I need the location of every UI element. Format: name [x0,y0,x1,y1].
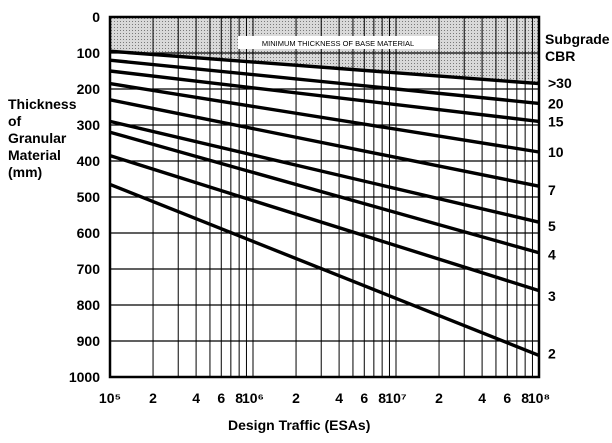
y-tick-label: 800 [77,297,101,313]
series-line [109,130,540,255]
y-axis-title-line: (mm) [8,164,43,180]
series-label: 7 [548,182,556,198]
legend-title: Subgrade CBR [545,31,610,65]
series-label: 10 [548,144,564,160]
y-tick-label: 400 [77,153,101,169]
legend-title-line: CBR [545,48,576,64]
x-tick-label: 4 [335,390,343,406]
y-tick-label: 1000 [69,369,100,385]
x-tick-label: 6 [217,390,225,406]
x-tick-label: 10⁵ [99,390,121,406]
y-axis-title-line: Granular [8,130,67,146]
x-tick-label: 6 [360,390,368,406]
shaded-region [110,17,539,84]
y-axis-title-line: Thickness [8,96,77,112]
x-tick-label: 8 [521,390,529,406]
series-label: >30 [548,75,572,91]
x-tick-label: 2 [292,390,300,406]
y-tick-label: 500 [77,189,101,205]
x-tick-label: 8 [235,390,243,406]
x-tick-label: 10⁸ [528,390,550,406]
series-label: 4 [548,247,556,263]
x-tick-label: 2 [149,390,157,406]
series-line [109,98,540,188]
series-label: 2 [548,346,556,362]
series-line [109,119,540,224]
plot-frame [108,15,541,379]
y-tick-label: 900 [77,333,101,349]
series-label: 20 [548,95,564,111]
series-label: 3 [548,288,556,304]
y-axis-title: Thickness of Granular Material (mm) [8,96,76,181]
legend-title-line: Subgrade [545,31,610,47]
series-line [109,58,540,106]
y-tick-label: 700 [77,261,101,277]
y-tick-label: 300 [77,117,101,133]
series-line [109,153,540,293]
series-label: 15 [548,113,564,129]
series-line [109,49,540,86]
shaded-region-label-box [238,36,438,49]
x-axis-title: Design Traffic (ESAs) [228,417,371,433]
series-line [109,182,540,357]
x-tick-label: 10⁷ [385,390,407,406]
x-tick-label: 10⁶ [242,390,264,406]
y-axis-title-line: Material [8,147,61,163]
y-tick-label: 200 [77,81,101,97]
x-tick-label: 6 [503,390,511,406]
x-tick-label: 8 [378,390,386,406]
y-axis-title-line: of [8,113,22,129]
y-tick-label: 0 [92,9,100,25]
x-tick-label: 4 [192,390,200,406]
series-line [109,69,540,124]
x-tick-label: 2 [435,390,443,406]
series-label: 5 [548,218,556,234]
y-tick-label: 100 [77,45,101,61]
y-tick-label: 600 [77,225,101,241]
shaded-region-label: MINIMUM THICKNESS OF BASE MATERIAL [262,39,414,48]
series-line [109,81,540,154]
x-tick-label: 4 [478,390,486,406]
